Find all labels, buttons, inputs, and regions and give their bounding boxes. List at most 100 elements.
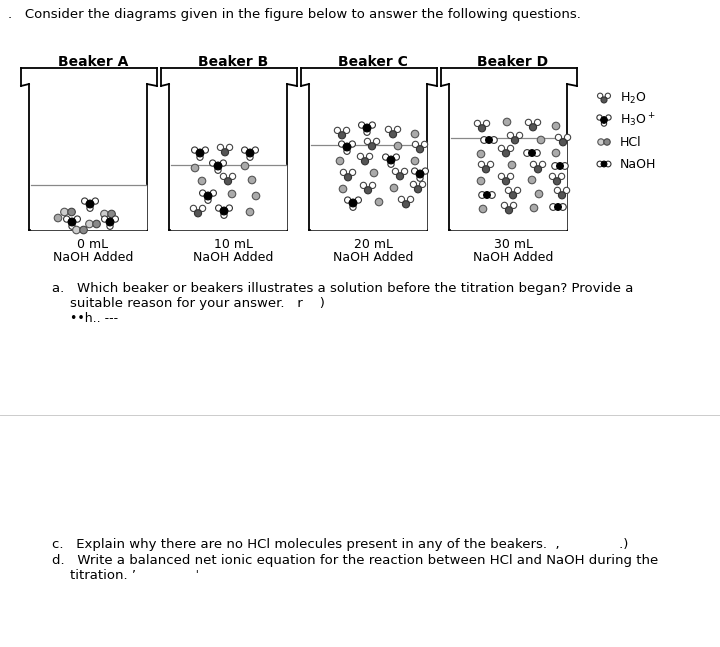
Circle shape xyxy=(490,137,498,144)
Circle shape xyxy=(355,197,361,203)
Circle shape xyxy=(338,132,346,139)
Circle shape xyxy=(225,178,232,185)
Circle shape xyxy=(526,119,531,126)
Text: NaOH: NaOH xyxy=(620,157,657,171)
Circle shape xyxy=(481,137,487,144)
Circle shape xyxy=(54,214,62,222)
Circle shape xyxy=(343,143,351,151)
Circle shape xyxy=(338,141,345,148)
Circle shape xyxy=(478,161,485,168)
Circle shape xyxy=(393,154,400,160)
Text: 10 mL: 10 mL xyxy=(214,238,253,251)
Circle shape xyxy=(217,144,224,151)
Circle shape xyxy=(344,173,351,181)
Circle shape xyxy=(388,161,394,168)
Circle shape xyxy=(220,173,227,179)
Text: Beaker D: Beaker D xyxy=(477,55,549,69)
Circle shape xyxy=(474,120,480,127)
Circle shape xyxy=(559,138,567,146)
Circle shape xyxy=(108,210,115,218)
Circle shape xyxy=(199,205,206,212)
Circle shape xyxy=(600,116,607,124)
Text: 30 mL: 30 mL xyxy=(493,238,533,251)
Circle shape xyxy=(552,149,559,157)
Circle shape xyxy=(564,135,571,140)
Text: c.   Explain why there are no HCl molecules present in any of the beakers.  ,   : c. Explain why there are no HCl molecule… xyxy=(52,538,629,551)
Circle shape xyxy=(366,153,373,160)
Circle shape xyxy=(226,144,233,151)
Circle shape xyxy=(370,170,378,177)
Circle shape xyxy=(364,187,372,194)
Circle shape xyxy=(498,146,505,151)
Circle shape xyxy=(382,154,389,160)
Circle shape xyxy=(412,168,418,174)
Circle shape xyxy=(345,197,351,203)
Circle shape xyxy=(531,161,536,168)
Circle shape xyxy=(350,204,356,210)
Circle shape xyxy=(80,226,87,234)
Text: NaOH Added: NaOH Added xyxy=(333,251,413,264)
Circle shape xyxy=(344,148,350,155)
Circle shape xyxy=(246,149,254,157)
Circle shape xyxy=(204,192,212,200)
Text: 0 mL: 0 mL xyxy=(78,238,109,251)
Circle shape xyxy=(397,173,404,180)
Text: Beaker B: Beaker B xyxy=(198,55,268,69)
Circle shape xyxy=(247,154,253,160)
Circle shape xyxy=(339,185,347,193)
Circle shape xyxy=(336,157,343,165)
Circle shape xyxy=(601,97,607,103)
Text: NaOH Added: NaOH Added xyxy=(193,251,273,264)
Circle shape xyxy=(422,168,428,174)
Circle shape xyxy=(416,170,424,178)
Circle shape xyxy=(480,205,487,213)
Circle shape xyxy=(528,176,536,184)
Circle shape xyxy=(510,192,516,199)
Circle shape xyxy=(477,150,485,158)
Text: suitable reason for your answer.   r    ): suitable reason for your answer. r ) xyxy=(70,297,325,310)
Circle shape xyxy=(398,196,405,203)
Circle shape xyxy=(482,166,490,173)
Circle shape xyxy=(228,190,235,198)
Circle shape xyxy=(534,119,541,126)
Circle shape xyxy=(390,131,397,138)
Circle shape xyxy=(554,204,562,210)
Circle shape xyxy=(498,173,505,179)
Circle shape xyxy=(552,122,559,130)
Circle shape xyxy=(514,187,521,193)
Circle shape xyxy=(107,223,113,229)
Text: a.   Which beaker or beakers illustrates a solution before the titration began? : a. Which beaker or beakers illustrates a… xyxy=(52,282,634,295)
Circle shape xyxy=(485,137,492,144)
Circle shape xyxy=(530,204,538,212)
Circle shape xyxy=(395,126,400,133)
Circle shape xyxy=(416,146,423,153)
Circle shape xyxy=(606,93,611,98)
Circle shape xyxy=(601,121,607,126)
Circle shape xyxy=(564,187,570,193)
Circle shape xyxy=(523,149,531,157)
Circle shape xyxy=(598,93,603,98)
Circle shape xyxy=(385,126,392,133)
Circle shape xyxy=(202,147,209,153)
Circle shape xyxy=(411,157,419,165)
Circle shape xyxy=(484,192,490,199)
Circle shape xyxy=(241,162,249,170)
Circle shape xyxy=(230,173,235,179)
Circle shape xyxy=(349,170,356,175)
Circle shape xyxy=(86,220,93,228)
Circle shape xyxy=(508,161,516,169)
Circle shape xyxy=(101,210,108,218)
Circle shape xyxy=(92,198,99,204)
Circle shape xyxy=(93,220,100,228)
Circle shape xyxy=(421,141,428,148)
Circle shape xyxy=(402,168,408,175)
Circle shape xyxy=(214,162,222,170)
Circle shape xyxy=(562,162,568,170)
Circle shape xyxy=(510,203,517,208)
Circle shape xyxy=(210,160,216,166)
Text: HCl: HCl xyxy=(620,135,642,149)
Circle shape xyxy=(549,173,556,179)
Circle shape xyxy=(529,124,536,131)
Circle shape xyxy=(411,130,419,138)
Circle shape xyxy=(390,184,397,192)
